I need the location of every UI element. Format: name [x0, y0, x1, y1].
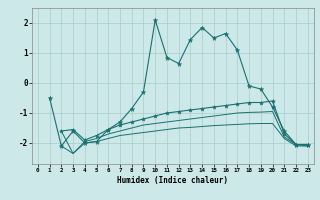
X-axis label: Humidex (Indice chaleur): Humidex (Indice chaleur)	[117, 176, 228, 185]
